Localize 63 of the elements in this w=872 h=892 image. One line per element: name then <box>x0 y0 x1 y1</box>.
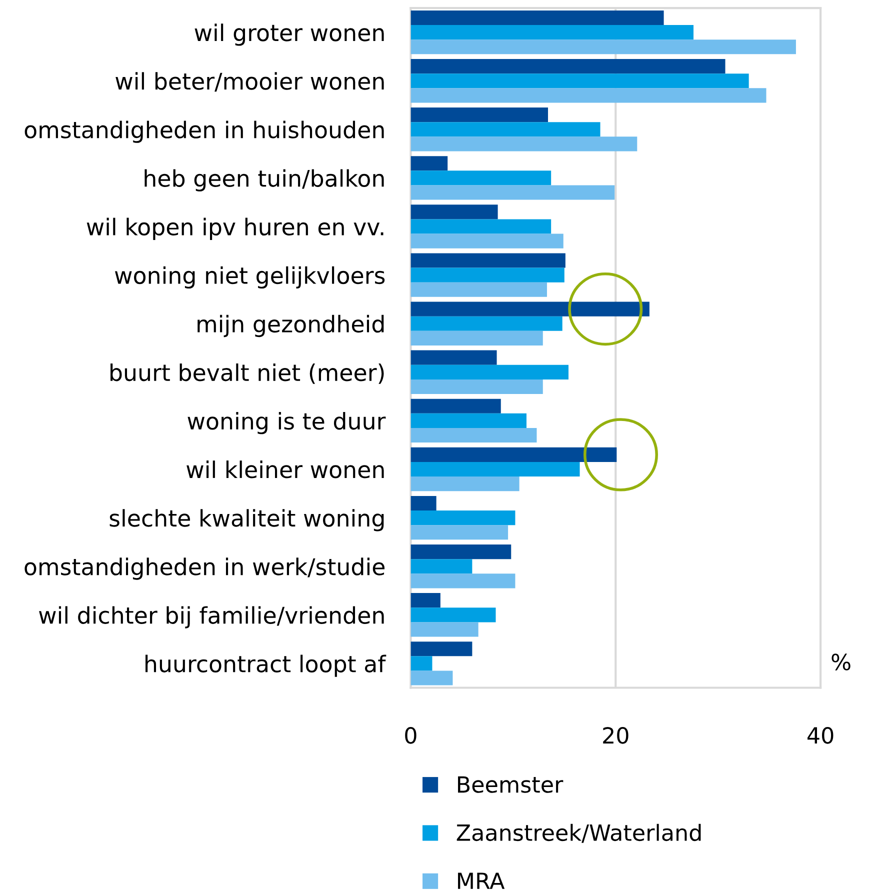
y-tick-label: wil kleiner wonen <box>186 460 384 478</box>
bar <box>410 476 520 492</box>
bar <box>410 608 496 622</box>
y-tick-label: woning niet gelijkvloers <box>114 266 385 289</box>
bar <box>410 496 436 511</box>
bar <box>410 670 453 686</box>
bar <box>410 593 440 608</box>
bar <box>410 302 650 316</box>
bar <box>410 622 478 637</box>
legend-label: MRA <box>458 872 505 889</box>
legend-label: Zaanstreek/Waterland <box>456 824 701 843</box>
bar <box>410 642 472 656</box>
bar <box>410 268 564 282</box>
y-tick-label: wil kopen ipv huren en vv. <box>86 218 384 240</box>
bar <box>410 447 617 462</box>
bar <box>410 219 552 234</box>
x-tick-label: 40 <box>808 727 834 744</box>
y-tick-label: wil dichter bij familie/vrienden <box>39 606 384 628</box>
bar <box>410 544 512 560</box>
bar <box>410 379 543 394</box>
x-axis-title: % <box>832 654 850 670</box>
bar <box>410 316 562 331</box>
y-tick-label: wil groter wonen <box>194 24 384 46</box>
bar <box>410 656 432 671</box>
bar <box>410 234 564 248</box>
bar <box>410 350 497 365</box>
bar <box>410 282 547 297</box>
bar <box>410 185 615 200</box>
bar <box>410 462 580 477</box>
bar <box>410 253 566 268</box>
y-tick-label: heb geen tuin/balkon <box>144 169 384 192</box>
y-tick-label: buurt bevalt niet (meer) <box>110 363 384 384</box>
bar <box>410 59 726 74</box>
x-tick-label: 20 <box>603 727 628 744</box>
y-tick-label: omstandigheden in werk/studie <box>24 558 384 580</box>
bar <box>410 428 537 443</box>
bar <box>410 413 526 428</box>
bar <box>410 364 568 380</box>
y-tick-label: woning is te duur <box>188 412 386 434</box>
y-tick-label: huurcontract loopt af <box>146 654 386 677</box>
x-tick-label: 0 <box>405 727 416 744</box>
bar <box>410 170 552 186</box>
bar <box>410 10 664 26</box>
bar <box>410 40 796 54</box>
bar <box>410 136 638 152</box>
bar <box>410 574 516 588</box>
y-tick-label: wil beter/mooier wonen <box>116 72 384 92</box>
y-tick-label: omstandigheden in huishouden <box>24 120 384 143</box>
bar <box>410 88 766 103</box>
bar <box>410 559 472 574</box>
legend-label: Beemster <box>458 776 564 793</box>
bar <box>410 156 448 171</box>
bar <box>410 25 694 40</box>
bar <box>410 525 508 540</box>
bar <box>410 204 498 220</box>
bar <box>410 74 749 88</box>
bar <box>410 122 600 137</box>
bar <box>410 108 548 122</box>
bar <box>410 510 516 526</box>
y-tick-label: slechte kwaliteit woning <box>110 509 384 532</box>
y-tick-label: mijn gezondheid <box>198 314 384 338</box>
bar <box>410 398 501 414</box>
bar <box>410 330 543 346</box>
